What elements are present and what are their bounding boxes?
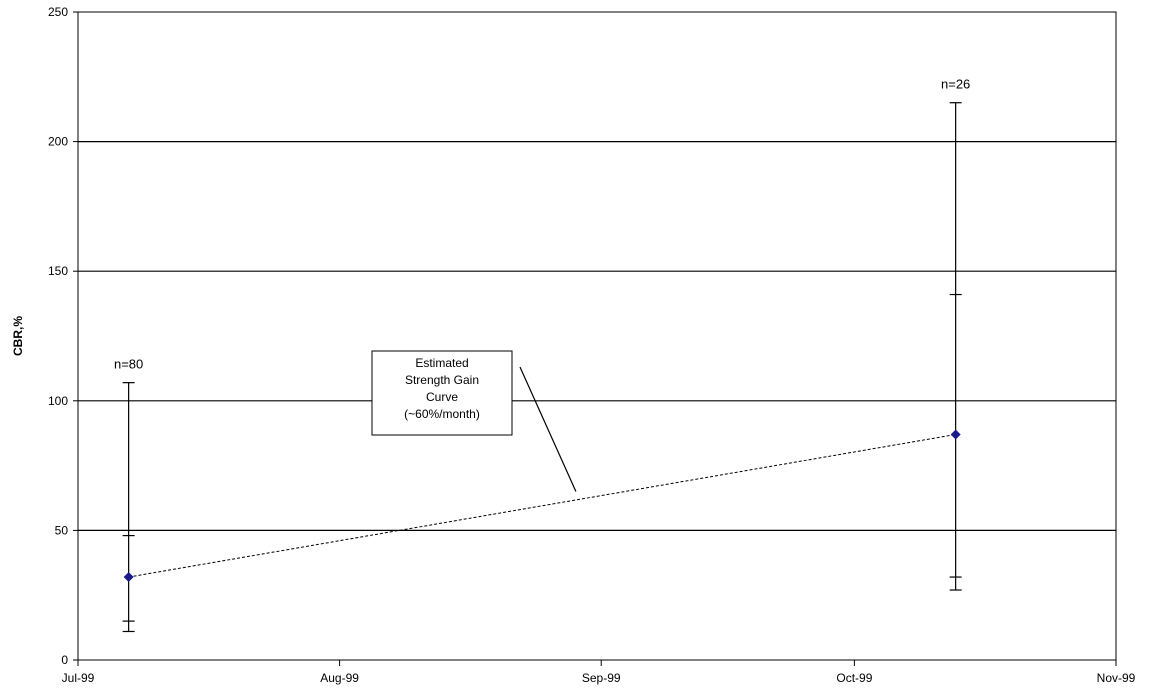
trend-line <box>128 434 956 578</box>
sample-size-label: n=80 <box>114 357 143 372</box>
x-tick-label: Aug-99 <box>320 671 359 685</box>
y-tick-label: 250 <box>48 5 68 19</box>
data-point-group: n=26 <box>941 77 970 591</box>
sample-size-label: n=26 <box>941 77 970 92</box>
annotation-line: Estimated <box>415 356 468 370</box>
annotation-line: Strength Gain <box>405 373 479 387</box>
data-point-marker <box>950 429 961 440</box>
x-tick-label: Oct-99 <box>836 671 872 685</box>
annotation-leader-line <box>519 366 577 492</box>
y-axis-title: CBR,% <box>11 316 25 356</box>
plot-area-frame <box>77 11 1117 661</box>
y-tick-label: 200 <box>48 135 68 149</box>
x-tick-label: Jul-99 <box>62 671 95 685</box>
annotation-line: (~60%/month) <box>404 407 480 421</box>
x-axis: Jul-99 Aug-99 Sep-99 Oct-99 Nov-99 <box>62 660 1136 685</box>
x-tick-label: Sep-99 <box>582 671 621 685</box>
annotation-callout: Estimated Strength Gain Curve (~60%/month) <box>371 350 577 492</box>
y-tick-label: 50 <box>55 523 69 537</box>
data-point-marker <box>123 572 134 583</box>
data-point-group: n=80 <box>114 357 143 633</box>
x-tick-label: Nov-99 <box>1097 671 1136 685</box>
trend-line-group <box>128 434 956 578</box>
grid-lines <box>78 141 1116 532</box>
y-tick-label: 150 <box>48 264 68 278</box>
data-points: n=80 n=26 <box>114 77 970 633</box>
y-tick-label: 0 <box>61 653 68 667</box>
y-tick-label: 100 <box>48 394 68 408</box>
annotation-box <box>371 350 513 436</box>
annotation-line: Curve <box>426 390 458 404</box>
y-axis: 0 50 100 150 200 250 <box>48 5 78 667</box>
